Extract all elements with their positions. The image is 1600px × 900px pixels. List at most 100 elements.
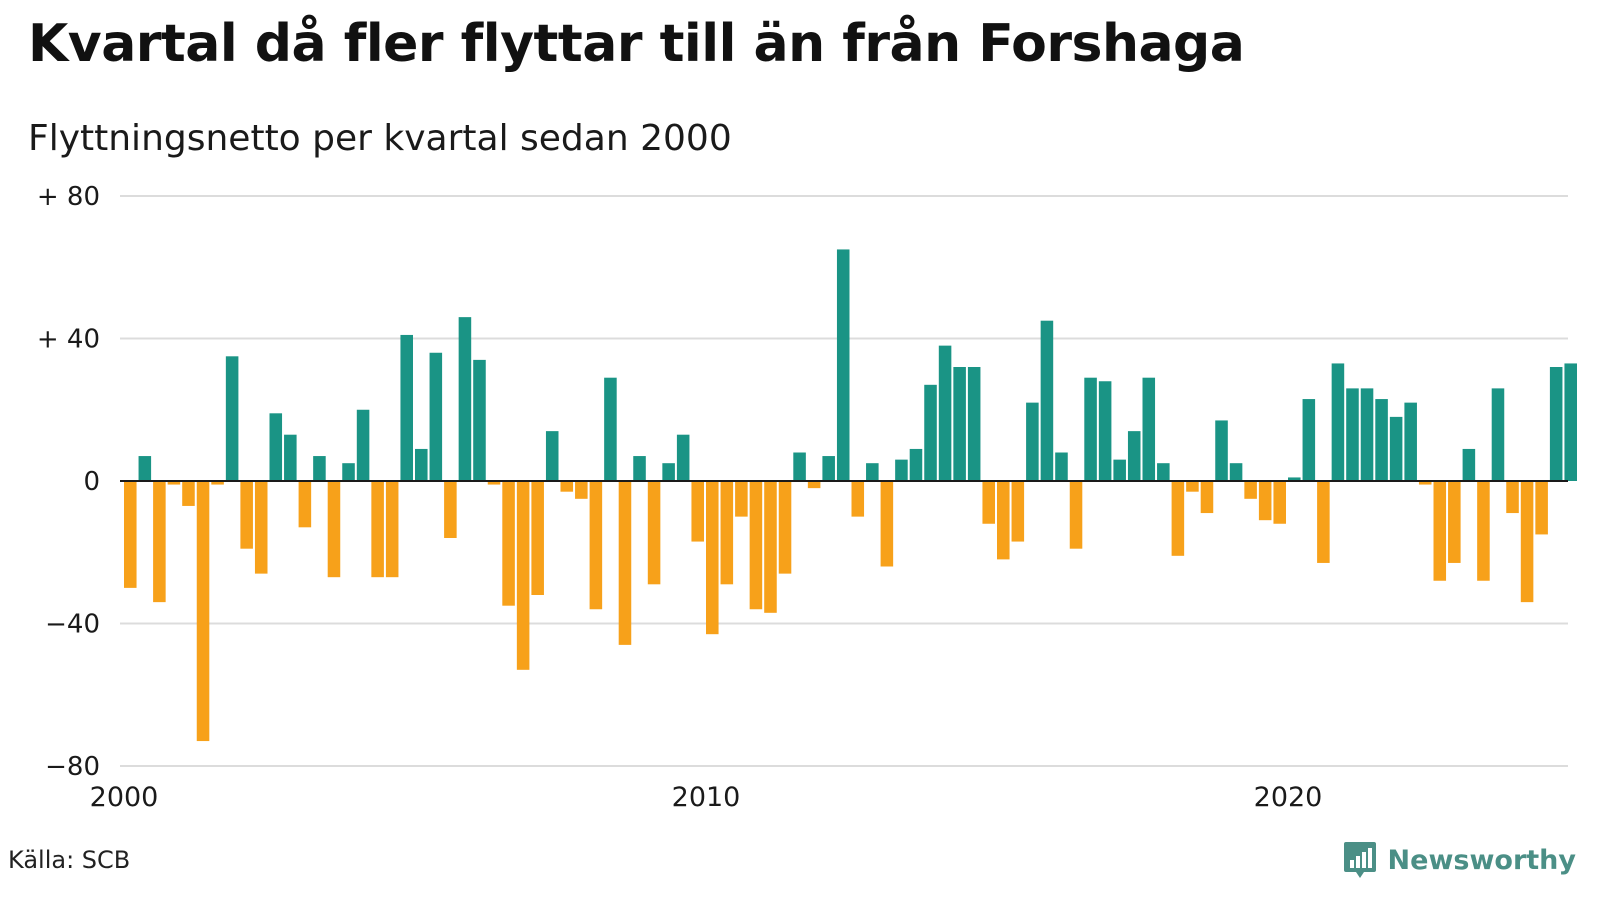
bar [1404, 402, 1417, 482]
bar [778, 481, 792, 574]
bar [1273, 481, 1286, 524]
y-axis: + 80 + 40 0 −40 −80 [37, 182, 100, 782]
bar [560, 481, 574, 492]
bar [982, 481, 995, 524]
bar [1026, 402, 1039, 482]
bar [924, 384, 937, 481]
bar [880, 481, 894, 567]
source-note: Källa: SCB [8, 846, 131, 874]
bar [1375, 399, 1388, 481]
bar [225, 356, 239, 481]
bar [211, 481, 224, 485]
bar [706, 481, 719, 635]
bar [531, 481, 544, 595]
bar [1288, 477, 1301, 481]
bar [1011, 481, 1025, 542]
bar [1127, 431, 1141, 482]
bar [1215, 420, 1228, 481]
bar [415, 448, 428, 481]
x-axis: 2000 2010 2020 [90, 782, 1323, 813]
bar [1389, 416, 1403, 482]
y-tick-label: 0 [83, 467, 100, 497]
bars [124, 249, 1577, 742]
bar [153, 481, 166, 603]
bar [735, 481, 748, 517]
bar [953, 367, 966, 481]
bar-chart: + 80 + 40 0 −40 −80 2000 2010 2020 [37, 182, 1577, 813]
bar [458, 317, 472, 482]
bar [618, 481, 632, 645]
bar [269, 413, 283, 481]
bar [1535, 481, 1548, 535]
chart-subtitle: Flyttningsnetto per kvartal sedan 2000 [28, 118, 732, 159]
bar [866, 463, 879, 481]
bar [1433, 481, 1447, 581]
bar [284, 434, 297, 481]
y-tick-label: −80 [45, 752, 100, 782]
bar [633, 456, 646, 481]
bar [385, 481, 399, 578]
bar [254, 481, 268, 574]
bar [182, 481, 195, 506]
bar [1477, 481, 1490, 581]
bar [589, 481, 603, 610]
bar [1157, 463, 1170, 481]
bar [1098, 381, 1112, 481]
brand-name: Newsworthy [1387, 844, 1576, 876]
bar [327, 481, 341, 578]
bar [429, 352, 443, 481]
bar [997, 481, 1010, 560]
bar [662, 463, 675, 481]
bar [1317, 481, 1330, 563]
bar [1200, 481, 1214, 514]
bar [516, 481, 530, 670]
grid-lines [120, 195, 1568, 767]
bar [807, 481, 821, 489]
bar [851, 481, 865, 517]
bar [1346, 388, 1359, 482]
bar [909, 448, 923, 481]
bar [793, 452, 806, 481]
y-tick-label: + 80 [37, 182, 100, 212]
bar [371, 481, 384, 578]
chart-title: Kvartal då fler flyttar till än från For… [28, 14, 1245, 74]
bar [1244, 481, 1257, 499]
brand[interactable]: Newsworthy [1342, 840, 1576, 880]
bar [342, 463, 355, 481]
bar [1491, 388, 1505, 482]
bar [1069, 481, 1083, 549]
bar [124, 481, 137, 588]
bar [196, 481, 210, 742]
bar [1113, 459, 1126, 482]
bar [356, 409, 370, 481]
bar [545, 431, 559, 482]
bar [473, 359, 486, 482]
bar [1564, 363, 1577, 481]
bar [1084, 377, 1097, 481]
bar [240, 481, 253, 549]
bar [487, 481, 501, 485]
x-tick-label: 2000 [90, 782, 159, 813]
bar [167, 481, 181, 485]
bar [1186, 481, 1199, 492]
bar [967, 367, 981, 481]
bar [313, 456, 326, 481]
bar [720, 481, 734, 585]
bar [1302, 399, 1316, 481]
bar [502, 481, 515, 606]
bar [749, 481, 763, 610]
bar [138, 456, 152, 481]
x-tick-label: 2010 [672, 782, 741, 813]
y-tick-label: −40 [45, 610, 100, 640]
bar [1258, 481, 1272, 521]
bar [691, 481, 704, 542]
bar [764, 481, 777, 613]
bar [604, 377, 617, 481]
bar [895, 459, 908, 482]
bar [1506, 481, 1519, 514]
bar [400, 334, 413, 481]
bar [444, 481, 457, 538]
bar [298, 481, 312, 528]
bar [1171, 481, 1185, 556]
bar [938, 345, 952, 482]
